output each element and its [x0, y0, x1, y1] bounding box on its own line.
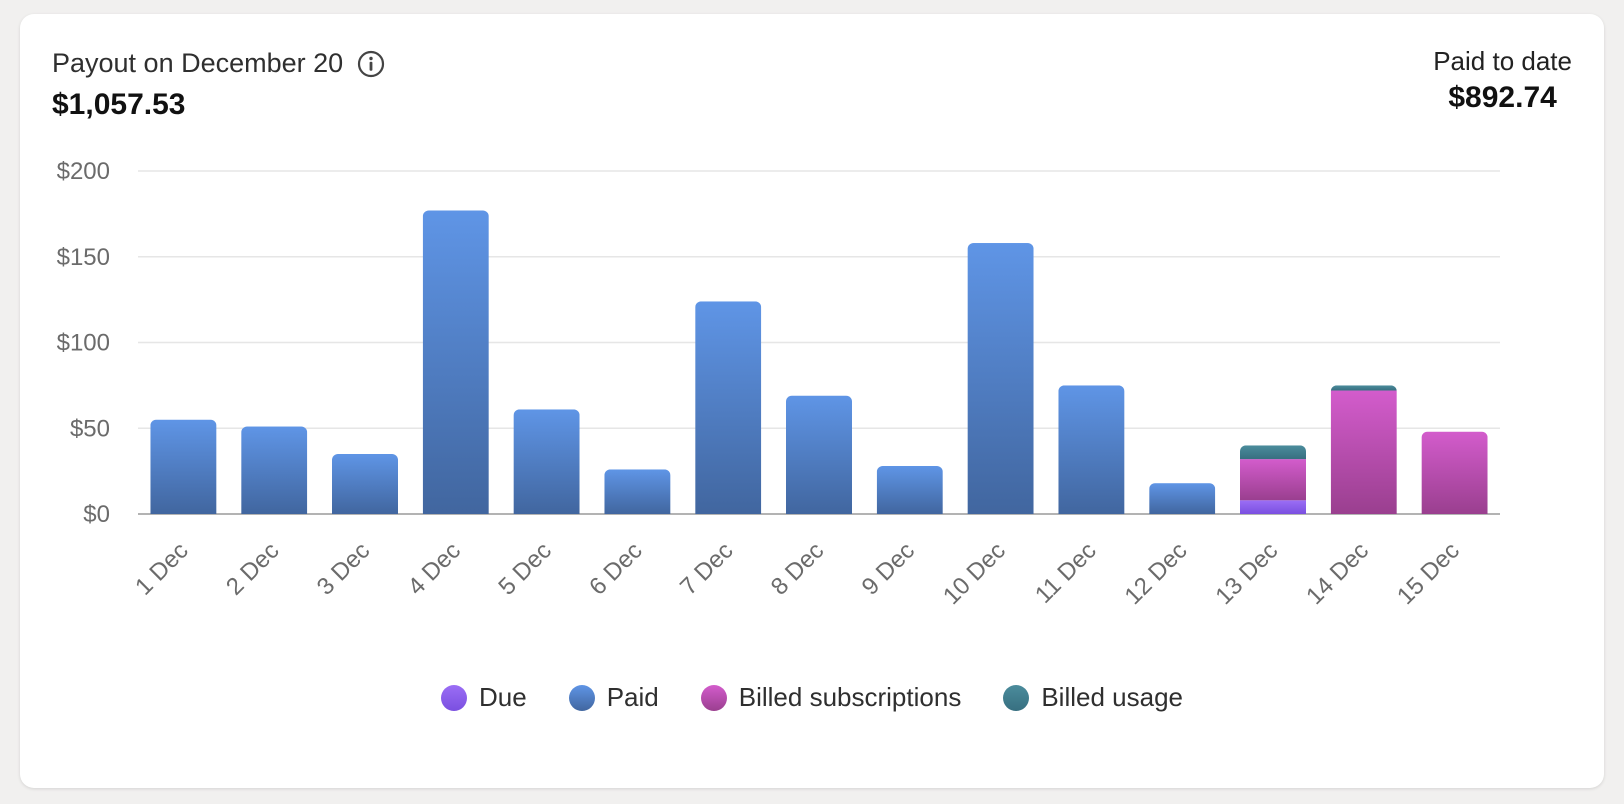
x-tick-label: 13 Dec	[1210, 537, 1283, 610]
chart-legend: Due Paid Billed subscriptions Billed usa…	[20, 682, 1604, 713]
bar-segment-billed-usage[interactable]	[1240, 445, 1306, 460]
bar-12-dec[interactable]	[1149, 483, 1216, 514]
bar-15-dec[interactable]	[1421, 431, 1488, 514]
bar-10-dec[interactable]	[967, 243, 1034, 514]
bar-6-dec[interactable]	[604, 469, 671, 514]
bar-1-dec[interactable]	[150, 419, 217, 514]
legend-swatch-billed-subscriptions	[700, 684, 727, 711]
bar-segment-paid[interactable]	[786, 395, 852, 514]
bar-segment-paid[interactable]	[604, 469, 671, 514]
x-tick-label: 14 Dec	[1301, 537, 1374, 610]
legend-item-billed-subscriptions[interactable]: Billed subscriptions	[700, 682, 962, 713]
x-tick-label: 4 Dec	[403, 537, 466, 600]
bar-segment-paid[interactable]	[513, 409, 580, 514]
bar-segment-paid[interactable]	[1149, 483, 1216, 514]
legend-label-paid: Paid	[606, 682, 659, 712]
legend-label-due: Due	[479, 682, 527, 712]
legend-swatch-paid	[568, 684, 595, 711]
info-icon[interactable]	[357, 50, 385, 78]
bar-segment-paid[interactable]	[695, 301, 762, 514]
legend-label-billed-subscriptions: Billed subscriptions	[738, 682, 962, 712]
bar-segment-paid[interactable]	[1058, 385, 1125, 514]
bars	[150, 210, 1488, 514]
x-tick-label: 1 Dec	[130, 537, 193, 600]
bar-segment-paid[interactable]	[967, 243, 1034, 514]
legend-swatch-billed-usage	[1003, 684, 1030, 711]
paid-to-date: Paid to date $892.74	[1433, 46, 1572, 115]
x-tick-label: 2 Dec	[221, 537, 284, 600]
x-axis-ticks: 1 Dec 2 Dec 3 Dec 4 Dec 5 Dec 6 Dec 7 Dec 8 Dec…	[130, 537, 1465, 610]
payout-bar-chart: $0 $50 $100 $150 $200 1 Dec 2 Dec 3 Dec 4 Dec 5 …	[57, 158, 1500, 610]
y-tick-label: $50	[70, 415, 110, 442]
bar-5-dec[interactable]	[513, 409, 580, 514]
x-tick-label: 11 Dec	[1030, 537, 1102, 609]
y-axis-ticks: $0 $50 $100 $150 $200	[57, 158, 110, 528]
bar-segment-billed-usage[interactable]	[1330, 385, 1397, 391]
bar-2-dec[interactable]	[241, 426, 308, 514]
bar-4-dec[interactable]	[422, 210, 489, 514]
legend-swatch-due	[441, 684, 468, 711]
x-tick-label: 15 Dec	[1392, 537, 1465, 610]
x-tick-label: 9 Dec	[857, 537, 920, 600]
legend-item-paid[interactable]: Paid	[568, 682, 659, 713]
bar-13-dec[interactable]	[1240, 445, 1306, 514]
bar-9-dec[interactable]	[876, 465, 943, 514]
legend-label-billed-usage: Billed usage	[1041, 682, 1183, 712]
bar-3-dec[interactable]	[332, 453, 398, 514]
x-tick-label: 5 Dec	[493, 537, 556, 600]
payout-amount: $1,057.53	[52, 88, 186, 121]
x-tick-label: 6 Dec	[584, 537, 647, 600]
bar-segment-paid[interactable]	[241, 426, 308, 514]
y-tick-label: $100	[57, 330, 110, 357]
legend-item-billed-usage[interactable]: Billed usage	[1003, 682, 1183, 713]
bar-segment-due[interactable]	[1240, 500, 1306, 514]
payout-header: Payout on December 20	[52, 48, 385, 79]
bar-8-dec[interactable]	[786, 395, 852, 514]
bar-segment-billed-subscriptions[interactable]	[1330, 390, 1397, 514]
y-tick-label: $0	[83, 501, 110, 528]
x-tick-label: 7 Dec	[675, 537, 738, 600]
x-tick-label: 3 Dec	[312, 537, 375, 600]
x-tick-label: 8 Dec	[766, 537, 829, 600]
paid-to-date-amount: $892.74	[1448, 81, 1557, 114]
bar-11-dec[interactable]	[1058, 385, 1125, 514]
paid-to-date-label: Paid to date	[1433, 46, 1572, 76]
y-tick-label: $200	[57, 158, 110, 185]
bar-segment-paid[interactable]	[332, 453, 398, 514]
bar-segment-billed-subscriptions[interactable]	[1421, 431, 1488, 514]
y-tick-label: $150	[57, 244, 110, 271]
legend-item-due[interactable]: Due	[441, 682, 527, 713]
bar-segment-paid[interactable]	[150, 419, 217, 514]
bar-7-dec[interactable]	[695, 301, 762, 514]
payout-card: Payout on December 20 $1,057.53 Paid to …	[20, 14, 1604, 788]
bar-segment-paid[interactable]	[422, 210, 489, 514]
x-tick-label: 12 Dec	[1120, 537, 1193, 610]
payout-label: Payout on December 20	[52, 48, 344, 78]
x-tick-label: 10 Dec	[938, 537, 1011, 610]
bar-14-dec[interactable]	[1330, 385, 1397, 514]
bar-segment-billed-subscriptions[interactable]	[1240, 459, 1306, 501]
bar-segment-paid[interactable]	[876, 465, 943, 514]
